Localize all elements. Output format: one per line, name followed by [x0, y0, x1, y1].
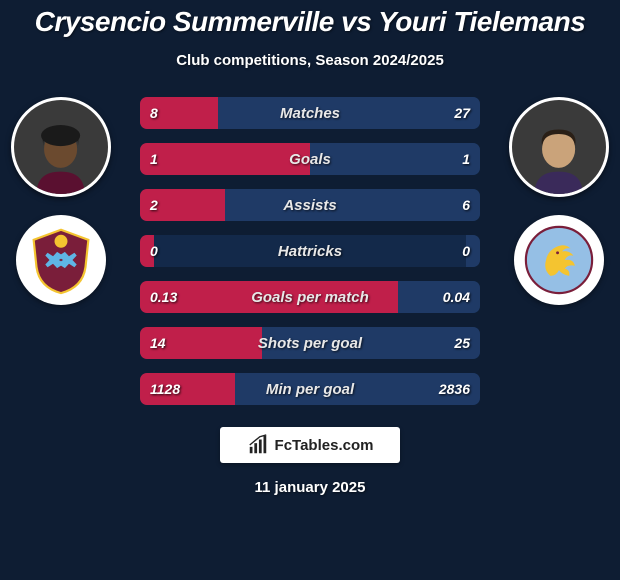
stat-label: Goals	[289, 151, 331, 168]
stat-label: Hattricks	[278, 243, 342, 260]
stat-value-left: 1	[150, 151, 158, 167]
person-icon	[521, 119, 596, 194]
stat-row: 2 6 Assists	[140, 189, 480, 221]
left-player-column	[6, 97, 116, 305]
stat-row: 0.13 0.04 Goals per match	[140, 281, 480, 313]
left-club-badge	[16, 215, 106, 305]
comparison-date: 11 january 2025	[0, 479, 620, 496]
stat-row: 14 25 Shots per goal	[140, 327, 480, 359]
right-player-column	[504, 97, 614, 305]
stat-row: 8 27 Matches	[140, 97, 480, 129]
stat-row: 0 0 Hattricks	[140, 235, 480, 267]
stat-value-right: 2836	[439, 381, 470, 397]
stat-value-right: 1	[462, 151, 470, 167]
stat-value-right: 0.04	[443, 289, 470, 305]
comparison-title: Crysencio Summerville vs Youri Tielemans	[0, 0, 620, 38]
stat-fill-right	[225, 189, 480, 221]
stat-label: Goals per match	[251, 289, 369, 306]
left-player-avatar	[11, 97, 111, 197]
stat-value-left: 0.13	[150, 289, 177, 305]
stat-value-right: 6	[462, 197, 470, 213]
right-club-badge	[514, 215, 604, 305]
stat-fill-left	[140, 143, 310, 175]
stat-label: Matches	[280, 105, 340, 122]
stat-value-left: 1128	[150, 381, 180, 397]
stat-label: Assists	[283, 197, 336, 214]
stat-row: 1 1 Goals	[140, 143, 480, 175]
stat-value-right: 27	[454, 105, 470, 121]
stat-value-right: 25	[454, 335, 470, 351]
chart-icon	[247, 434, 269, 456]
stat-bars-container: 8 27 Matches 1 1 Goals 2 6 Assists 0 0 Hattricks 0.1…	[140, 97, 480, 405]
stat-fill-right	[218, 97, 480, 129]
comparison-subtitle: Club competitions, Season 2024/2025	[0, 52, 620, 69]
comparison-content: 8 27 Matches 1 1 Goals 2 6 Assists 0 0 Hattricks 0.1…	[0, 97, 620, 405]
stat-value-right: 0	[462, 243, 470, 259]
club-crest-icon	[523, 224, 595, 296]
club-crest-icon	[25, 224, 97, 296]
brand-badge: FcTables.com	[220, 427, 400, 463]
stat-value-left: 8	[150, 105, 158, 121]
right-player-avatar	[509, 97, 609, 197]
stat-label: Min per goal	[266, 381, 354, 398]
person-icon	[23, 119, 98, 194]
stat-value-left: 0	[150, 243, 158, 259]
stat-fill-right	[310, 143, 480, 175]
brand-text: FcTables.com	[275, 437, 374, 454]
stat-value-left: 14	[150, 335, 166, 351]
stat-value-left: 2	[150, 197, 158, 213]
stat-row: 1128 2836 Min per goal	[140, 373, 480, 405]
stat-label: Shots per goal	[258, 335, 362, 352]
